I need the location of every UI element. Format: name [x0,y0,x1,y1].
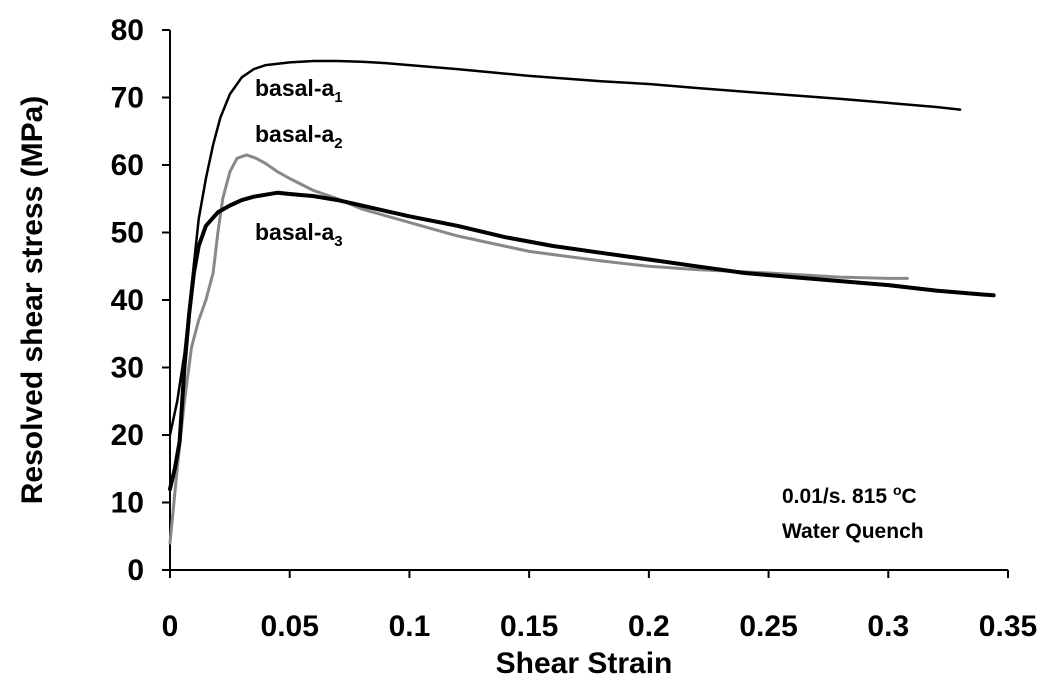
x-tick-label: 0.25 [739,610,797,643]
x-tick-label: 0 [162,610,179,643]
series-label-basal-a1: basal-a1 [255,75,343,106]
condition-rate-temp: 0.01/s. 815 [782,485,893,508]
condition-annotation-line1: 0.01/s. 815 oC [782,482,917,508]
condition-degree-symbol: o [893,482,902,498]
series-layer [168,59,996,545]
y-tick-label: 70 [111,82,144,115]
series-basal-a2-line [168,153,909,545]
x-tick-label: 0.15 [500,610,558,643]
y-tick-label: 10 [111,487,144,520]
y-tick-label: 30 [111,352,144,385]
x-tick-label: 0.35 [979,610,1037,643]
y-axis-title: Resolved shear stress (MPa) [16,96,49,505]
y-tick-label: 40 [111,284,144,317]
y-tick-label: 60 [111,149,144,182]
ticks: 0 10 20 30 40 50 60 70 80 0 0.05 0.1 0.15 0.2 0.25 0.3 0… [111,14,1038,643]
x-tick-label: 0.3 [867,610,909,643]
y-tick-label: 0 [127,554,144,587]
series-label-basal-a3: basal-a3 [255,219,343,250]
series-labels: basal-a1 basal-a2 basal-a3 [255,75,343,250]
condition-annotation-line2: Water Quench [782,520,924,543]
x-axis-title: Shear Strain [496,647,673,680]
x-tick-label: 0.1 [389,610,431,643]
series-basal-a3-line [168,190,996,491]
x-tick-label: 0.2 [628,610,670,643]
condition-temp-unit: C [902,485,917,508]
x-tick-label: 0.05 [261,610,319,643]
y-tick-label: 50 [111,217,144,250]
y-tick-label: 80 [111,14,144,47]
series-label-basal-a2: basal-a2 [255,121,343,152]
series-basal-a1-line [168,59,962,437]
y-tick-label: 20 [111,419,144,452]
